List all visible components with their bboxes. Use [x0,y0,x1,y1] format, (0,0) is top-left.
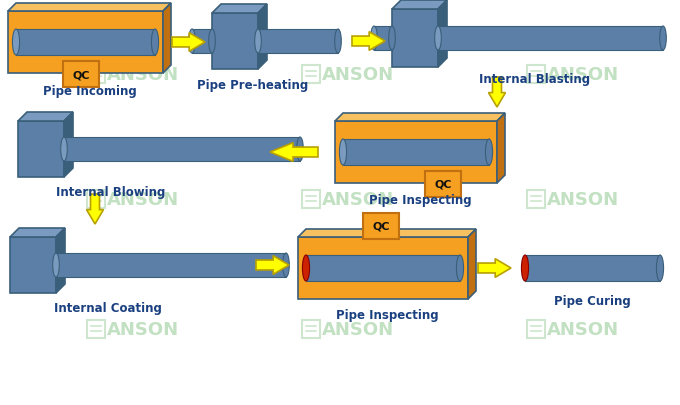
Text: Pipe Inspecting: Pipe Inspecting [336,309,439,322]
Polygon shape [10,228,65,237]
Polygon shape [8,12,163,74]
Polygon shape [298,237,468,299]
Polygon shape [306,256,460,281]
Text: ANSON: ANSON [107,190,179,209]
Text: ANSON: ANSON [547,190,619,209]
Polygon shape [256,256,289,275]
Text: ANSON: ANSON [322,190,394,209]
Polygon shape [18,113,73,121]
Text: ANSON: ANSON [322,66,394,84]
Text: Pipe Incoming: Pipe Incoming [43,84,137,97]
Polygon shape [438,27,663,51]
Polygon shape [8,4,171,12]
Polygon shape [478,259,511,278]
Polygon shape [212,14,258,70]
Polygon shape [488,78,505,108]
Polygon shape [298,230,476,237]
Text: QC: QC [72,70,90,80]
Ellipse shape [283,254,289,277]
Ellipse shape [371,27,377,51]
Text: Internal Blasting: Internal Blasting [479,73,590,86]
Text: Internal Blowing: Internal Blowing [56,186,166,199]
Ellipse shape [486,140,492,166]
Polygon shape [192,30,212,54]
Polygon shape [335,114,505,121]
Ellipse shape [339,140,347,166]
Polygon shape [64,113,73,177]
Ellipse shape [335,30,341,54]
Ellipse shape [296,138,303,162]
Polygon shape [212,5,267,14]
Polygon shape [86,194,103,224]
Polygon shape [497,114,505,183]
Polygon shape [468,230,476,299]
Text: ANSON: ANSON [547,66,619,84]
Ellipse shape [435,27,441,51]
Polygon shape [18,122,64,177]
Ellipse shape [389,27,395,51]
Ellipse shape [189,30,195,54]
Ellipse shape [255,30,261,54]
Ellipse shape [303,256,309,281]
Text: Pipe Curing: Pipe Curing [554,295,631,308]
Ellipse shape [522,256,528,281]
Polygon shape [363,213,399,239]
Polygon shape [56,228,65,293]
Ellipse shape [152,30,158,56]
Ellipse shape [12,30,20,56]
Polygon shape [258,30,338,54]
Polygon shape [63,62,99,88]
Text: ANSON: ANSON [107,66,179,84]
Polygon shape [343,140,489,166]
Polygon shape [163,4,171,74]
Ellipse shape [53,254,59,277]
Polygon shape [258,5,267,70]
Ellipse shape [209,30,216,54]
Polygon shape [525,256,660,281]
Polygon shape [56,254,286,277]
Text: Internal Coating: Internal Coating [54,302,162,315]
Polygon shape [172,34,205,52]
Polygon shape [64,138,300,162]
Text: Pipe Inspecting: Pipe Inspecting [369,194,471,207]
Polygon shape [425,172,461,198]
Text: ANSON: ANSON [107,320,179,338]
Text: QC: QC [372,222,390,231]
Polygon shape [10,237,56,293]
Polygon shape [335,122,497,183]
Polygon shape [438,1,447,68]
Text: Pipe Pre-heating: Pipe Pre-heating [197,79,309,92]
Ellipse shape [456,256,464,281]
Polygon shape [374,27,392,51]
Ellipse shape [656,256,664,281]
Polygon shape [352,32,385,51]
Polygon shape [270,143,318,162]
Polygon shape [392,10,438,68]
Text: ANSON: ANSON [322,320,394,338]
Ellipse shape [660,27,666,51]
Ellipse shape [61,138,67,162]
Polygon shape [392,1,447,10]
Text: ANSON: ANSON [547,320,619,338]
Text: QC: QC [435,179,452,190]
Polygon shape [16,30,155,56]
